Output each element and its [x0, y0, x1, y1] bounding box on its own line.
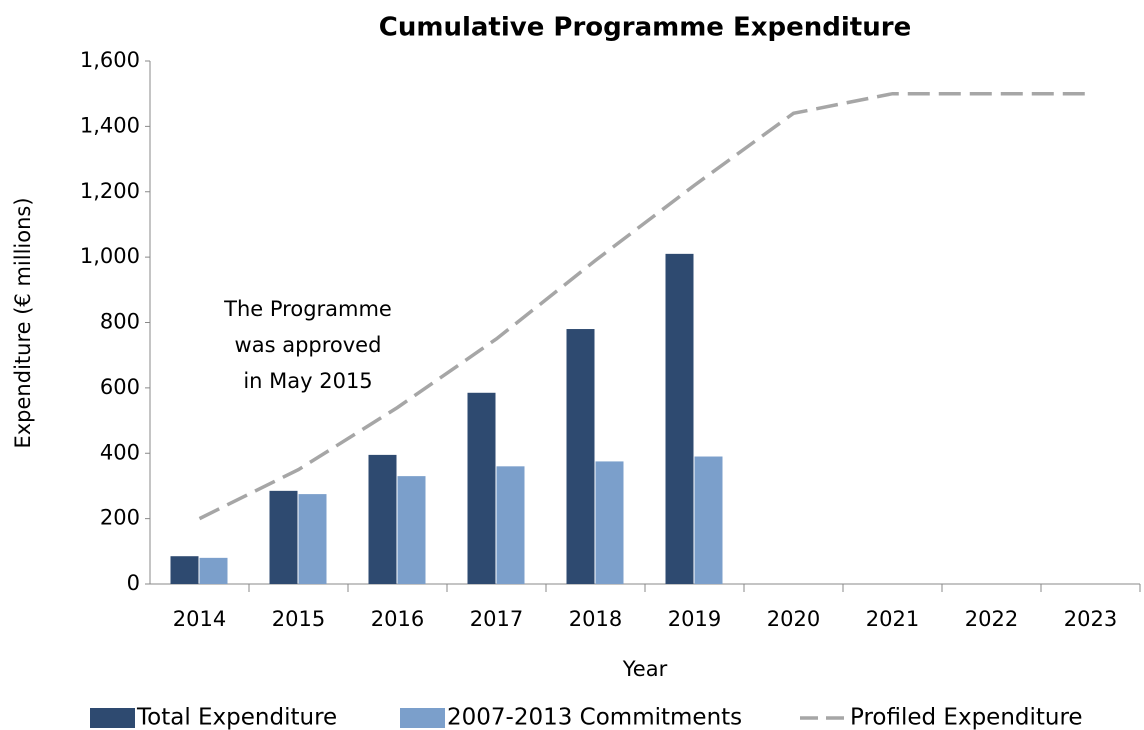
legend-swatch	[400, 708, 445, 728]
legend-label: 2007-2013 Commitments	[447, 705, 742, 730]
legend-label: Total Expenditure	[136, 705, 337, 730]
x-tick-label: 2016	[371, 607, 424, 631]
legend-swatch	[90, 708, 135, 728]
x-tick-label: 2023	[1064, 607, 1117, 631]
x-axis-label: Year	[622, 657, 668, 681]
x-tick-label: 2020	[767, 607, 820, 631]
y-tick-label: 600	[100, 375, 140, 399]
x-tick-label: 2022	[965, 607, 1018, 631]
bar	[566, 329, 595, 584]
bar	[397, 476, 426, 584]
y-tick-label: 400	[100, 440, 140, 464]
x-tick-label: 2015	[272, 607, 325, 631]
x-tick-label: 2014	[173, 607, 226, 631]
annotation: in May 2015	[243, 369, 372, 393]
chart-title: Cumulative Programme Expenditure	[379, 13, 911, 43]
x-tick-label: 2017	[470, 607, 523, 631]
y-tick-label: 1,600	[80, 48, 140, 72]
y-tick-label: 200	[100, 506, 140, 530]
bar	[694, 456, 723, 584]
legend-label: Profiled Expenditure	[850, 705, 1083, 730]
bar	[269, 490, 298, 584]
y-tick-label: 0	[127, 571, 140, 595]
bar	[496, 466, 525, 584]
bar	[368, 454, 397, 584]
annotation: The Programme	[223, 297, 392, 321]
y-tick-label: 800	[100, 310, 140, 334]
x-tick-label: 2019	[668, 607, 721, 631]
line	[198, 91, 1091, 521]
bar	[595, 461, 624, 584]
bar	[665, 253, 694, 584]
bar	[199, 557, 228, 584]
y-tick-label: 1,400	[80, 113, 140, 137]
y-tick-label: 1,200	[80, 179, 140, 203]
bar	[298, 494, 327, 584]
y-axis-label: Expenditure (€ millions)	[11, 197, 35, 448]
annotation: was approved	[235, 333, 382, 357]
y-tick-label: 1,000	[80, 244, 140, 268]
bar	[170, 556, 199, 584]
x-tick-label: 2021	[866, 607, 919, 631]
x-tick-label: 2018	[569, 607, 622, 631]
bar	[467, 392, 496, 584]
